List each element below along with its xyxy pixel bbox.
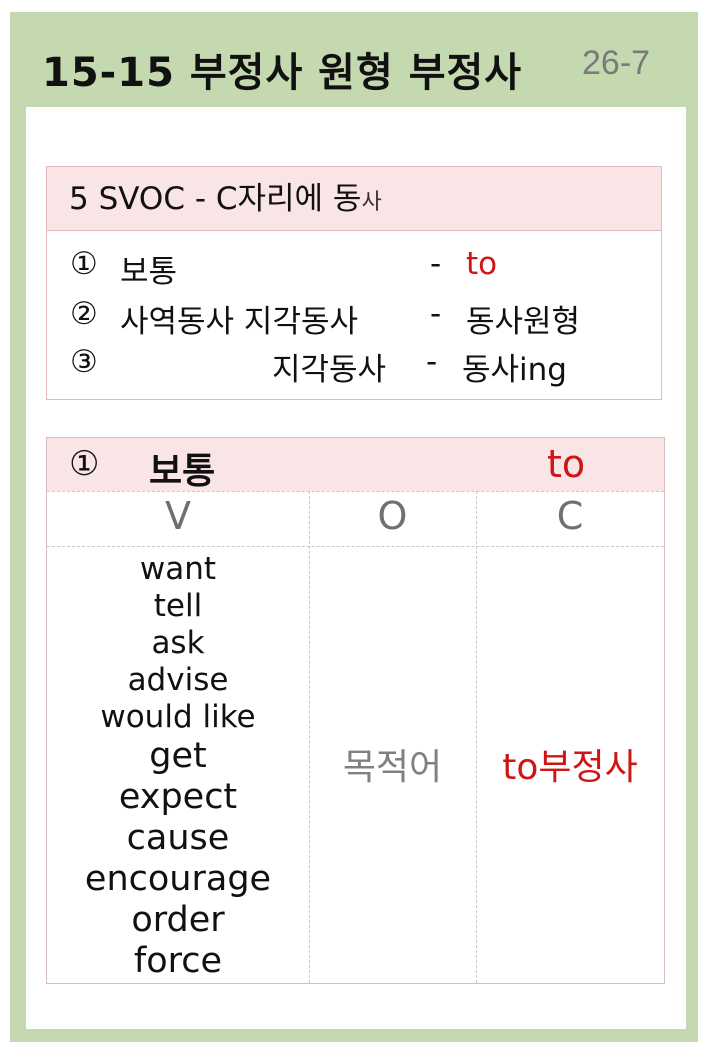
verb-table: ① 보통 to V O C want tell ask advise would… (46, 437, 665, 984)
page-title: 15-15 부정사 원형 부정사 (42, 50, 523, 96)
column-header-c: C (556, 494, 584, 538)
rule-2-result: 동사원형 (466, 304, 581, 340)
table-heading-num: ① (69, 444, 100, 484)
table-divider (47, 491, 664, 492)
table-heading-to: to (547, 442, 586, 486)
rule-1-result: to (466, 246, 498, 282)
verb-item: expect (118, 776, 238, 817)
verb-item: ask (151, 624, 205, 661)
column-header-o: O (377, 494, 408, 538)
column-header-v: V (165, 494, 191, 538)
summary-heading-small: 사 (361, 190, 382, 215)
rule-1-label: 보통 (120, 254, 178, 290)
verb-item: get (149, 735, 207, 776)
rule-1-dash: - (430, 246, 442, 282)
rule-3-num: ③ (70, 344, 98, 380)
rule-2-num: ② (70, 296, 98, 332)
verb-item: order (131, 899, 225, 940)
table-divider (47, 546, 664, 547)
rule-3-result: 동사ing (462, 352, 567, 388)
table-heading-label: 보통 (149, 451, 216, 492)
verb-item: encourage (84, 858, 272, 899)
verb-item: cause (126, 817, 230, 858)
table-heading: ① 보통 to (47, 438, 664, 492)
column-divider (309, 491, 310, 983)
column-divider (476, 491, 477, 983)
verb-item: want (139, 550, 217, 587)
complement-cell: to부정사 (502, 747, 638, 788)
object-cell: 목적어 (342, 747, 443, 788)
verb-item: tell (153, 587, 203, 624)
verb-list: want tell ask advise would like get expe… (47, 548, 309, 984)
rule-3-label: 지각동사 (272, 352, 387, 388)
summary-box: 5 SVOC - C자리에 동사 (46, 166, 662, 400)
summary-heading: 5 SVOC - C자리에 동사 (47, 167, 661, 231)
rule-2-dash: - (430, 296, 442, 332)
verb-item: would like (100, 698, 256, 735)
page-number: 26-7 (582, 44, 651, 82)
rule-2-label: 사역동사 지각동사 (120, 304, 359, 340)
summary-heading-main: 5 SVOC - C자리에 동 (69, 181, 362, 217)
verb-item: advise (127, 661, 229, 698)
rule-1-num: ① (70, 246, 98, 282)
rule-3-dash: - (426, 344, 438, 380)
verb-item: force (133, 940, 223, 981)
